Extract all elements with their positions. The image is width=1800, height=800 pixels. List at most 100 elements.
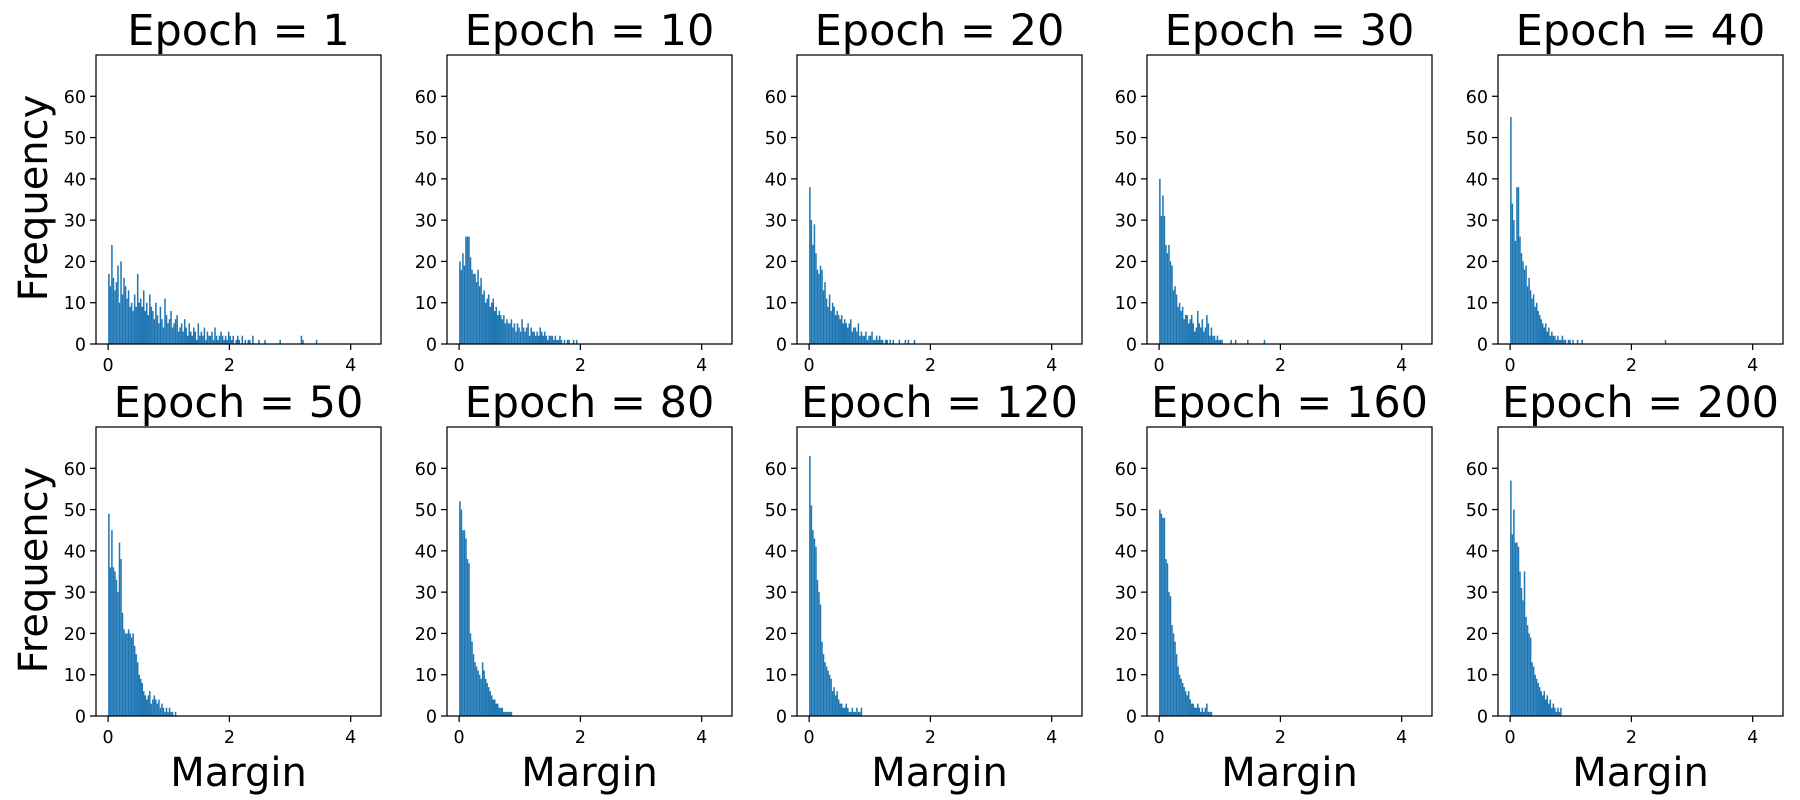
y-tick-label: 60 (64, 88, 86, 108)
histogram-bar (818, 592, 820, 716)
histogram-bar (516, 323, 519, 344)
y-tick-label: 50 (415, 129, 437, 149)
histogram-bar (833, 687, 835, 716)
bars (108, 244, 318, 344)
y-tick-label: 50 (1115, 129, 1137, 149)
y-tick-label: 20 (765, 253, 787, 273)
histogram-bar (1178, 674, 1181, 716)
histogram-bar (481, 662, 484, 716)
histogram-bar (877, 339, 879, 344)
histogram-bar (1206, 315, 1208, 344)
histogram-bar (872, 339, 875, 344)
histogram-bar (465, 538, 467, 716)
histogram-bar (153, 319, 156, 344)
histogram-bar (469, 633, 472, 716)
histogram-bar (203, 327, 206, 344)
histogram-bar (1517, 187, 1520, 344)
histogram-bar (1210, 327, 1213, 344)
histogram-bar (1165, 559, 1167, 716)
panel-5: 0 10 20 30 40 50 60 0 2 4 Epoch = 40 (1466, 6, 1784, 376)
histogram-bar (560, 339, 563, 344)
histogram-bar (848, 323, 851, 344)
histogram-bar (466, 236, 469, 344)
histogram-bar (1190, 703, 1193, 716)
histogram-bar (859, 711, 861, 716)
histogram-bar (463, 265, 466, 344)
x-tick-label: 0 (804, 356, 815, 376)
x-tick-label: 2 (1275, 356, 1286, 376)
histogram-bar (834, 695, 837, 716)
histogram-bar (830, 678, 832, 716)
histogram-bar (300, 335, 303, 344)
x-tick-label: 4 (696, 356, 707, 376)
histogram-bar (842, 707, 844, 716)
histogram-bar (530, 327, 532, 344)
histogram-bar (892, 339, 895, 344)
histogram-bar (133, 645, 136, 716)
histogram-bar (1554, 335, 1556, 344)
histogram-bar (1520, 588, 1523, 716)
histogram-bar (136, 662, 139, 716)
histogram-bar (1544, 323, 1547, 344)
histogram-bar (475, 282, 478, 344)
panel-8: 0 10 20 30 40 50 60 0 2 4 Epoch = 120 Margin (765, 378, 1083, 796)
histogram-bar (199, 335, 201, 344)
histogram-bar (152, 699, 154, 716)
histogram-bar (831, 691, 834, 716)
histogram-bar (174, 319, 177, 344)
histogram-bar (135, 306, 137, 344)
histogram-bar (880, 339, 882, 344)
histogram-bar (519, 331, 522, 344)
histogram-bar (168, 707, 171, 716)
histogram-bar (165, 707, 168, 716)
histogram-bar (1177, 666, 1179, 716)
histogram-bar (162, 327, 165, 344)
histogram-bar (194, 331, 197, 344)
histogram-bar (142, 290, 145, 344)
histogram-bar (818, 273, 820, 344)
histogram-bar (129, 306, 131, 344)
histogram-bar (495, 703, 498, 716)
histogram-bar (1532, 666, 1535, 716)
y-tick-label: 50 (64, 501, 86, 521)
histogram-bar (1169, 596, 1172, 716)
y-tick-label: 20 (1115, 625, 1137, 645)
histogram-bar (1529, 290, 1532, 344)
histogram-bar (118, 302, 121, 344)
histogram-bar (1513, 509, 1515, 716)
histogram-bar (1166, 563, 1169, 716)
histogram-bar (185, 327, 187, 344)
histogram-bar (1177, 306, 1179, 344)
histogram-bar (836, 310, 838, 344)
histogram-bar (862, 335, 864, 344)
histogram-bar (130, 637, 133, 716)
histogram-bar (557, 339, 560, 344)
histogram-bar (825, 666, 828, 716)
histogram-bar (171, 327, 174, 344)
histogram-bar (315, 339, 318, 344)
histogram-bar (1192, 323, 1194, 344)
histogram-bar (1528, 633, 1530, 716)
histogram-bar (490, 695, 493, 716)
histogram-bar (1531, 662, 1533, 716)
histogram-bar (813, 538, 816, 716)
histogram-bar (156, 315, 159, 344)
histogram-bar (1209, 711, 1211, 716)
histogram-bar (460, 269, 463, 344)
x-tick-label: 4 (696, 728, 707, 748)
histogram-bar (111, 244, 113, 344)
histogram-bar (1557, 707, 1559, 716)
histogram-bar (463, 530, 466, 716)
histogram-bar (1517, 546, 1520, 716)
histogram-bar (193, 327, 195, 344)
histogram-bar (1189, 699, 1191, 716)
histogram-bar (833, 306, 835, 344)
histogram-bar (851, 707, 854, 716)
histogram-bar (484, 678, 487, 716)
axes-frame (446, 426, 733, 717)
histogram-bar (1213, 335, 1216, 344)
histogram-bar (815, 253, 817, 344)
histogram-bar (1535, 678, 1538, 716)
histogram-bar (180, 323, 183, 344)
histogram-bar (845, 703, 848, 716)
